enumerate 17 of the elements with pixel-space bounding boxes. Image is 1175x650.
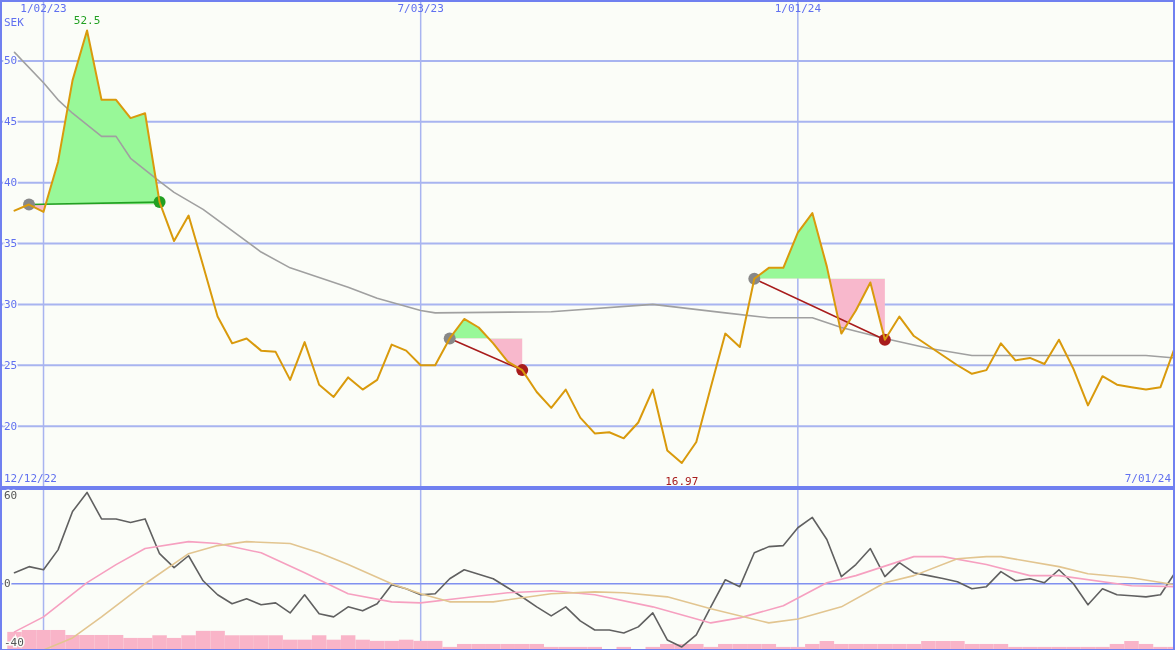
y-tick-label: 30: [4, 297, 18, 311]
y-tick-label: 50: [4, 54, 18, 68]
annotation: 7/01/24: [1124, 472, 1172, 485]
y-tick-label: 45: [4, 115, 18, 129]
annotation: 12/12/22: [4, 472, 57, 485]
x-tick-label: 1/02/23: [20, 2, 67, 15]
y-tick-label: 35: [4, 237, 18, 250]
annotation: 16.97: [665, 475, 699, 489]
y-tick-label: 20: [4, 419, 18, 433]
y-tick-label: 25: [4, 358, 18, 372]
y-tick-label: -40: [4, 636, 24, 650]
x-tick-label: 7/03/23: [397, 2, 444, 15]
y-axis-title: SEK: [4, 16, 25, 29]
x-tick-label: 1/01/24: [774, 2, 822, 15]
annotation: 52.5: [73, 14, 101, 28]
y-tick-label: 40: [4, 176, 18, 190]
y-tick-label: 60: [4, 488, 18, 502]
